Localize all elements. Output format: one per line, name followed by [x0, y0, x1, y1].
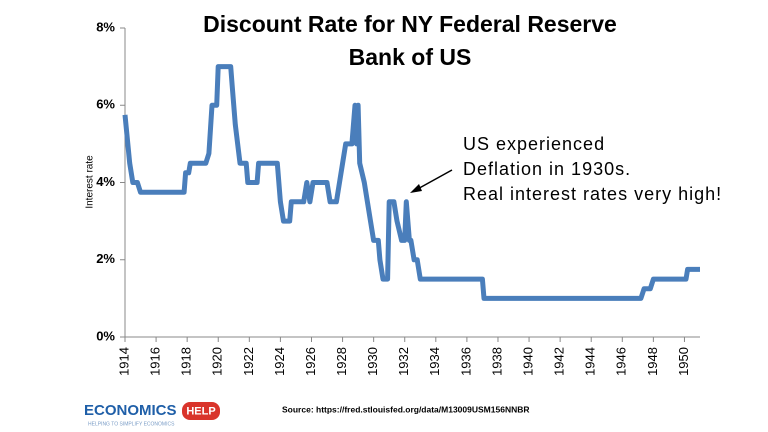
x-tick-label: 1948 [645, 347, 660, 376]
x-tick-label: 1920 [210, 347, 225, 376]
y-tick-label: 4% [96, 174, 115, 189]
x-tick-label: 1944 [583, 347, 598, 376]
x-tick-label: 1932 [396, 347, 411, 376]
x-tick-label: 1940 [520, 347, 535, 376]
y-tick-label: 6% [96, 97, 115, 112]
y-tick-label: 2% [96, 251, 115, 266]
x-tick-label: 1934 [427, 347, 442, 376]
y-axis-label: Interest rate [85, 155, 96, 209]
x-tick-label: 1950 [676, 347, 691, 376]
x-tick-label: 1936 [458, 347, 473, 376]
x-tick-label: 1942 [552, 347, 567, 376]
annotation: US experienced [463, 134, 605, 154]
arrow-head [410, 184, 422, 193]
x-tick-label: 1928 [334, 347, 349, 376]
y-tick-label: 0% [96, 328, 115, 343]
chart-title: Discount Rate for NY Federal Reserve [203, 11, 617, 37]
logo-badge-text: HELP [186, 405, 215, 417]
annotation: Real interest rates very high! [463, 184, 722, 204]
chart-title: Bank of US [349, 44, 472, 70]
x-tick-label: 1918 [179, 347, 194, 376]
logo-badge [182, 402, 220, 420]
data-line [122, 64, 700, 301]
x-tick-label: 1914 [116, 347, 131, 376]
logo-tagline: HELPING TO SIMPLIFY ECONOMICS [88, 421, 175, 427]
y-tick-label: 8% [96, 19, 115, 34]
annotation: Deflation in 1930s. [463, 159, 631, 179]
source: Source: https://fred.stlouisfed.org/data… [282, 404, 530, 414]
x-tick-label: 1946 [614, 347, 629, 376]
x-tick-label: 1924 [272, 347, 287, 376]
x-tick-label: 1922 [241, 347, 256, 376]
x-tick-label: 1930 [365, 347, 380, 376]
x-tick-label: 1916 [148, 347, 163, 376]
logo-text: ECONOMICS [84, 402, 177, 419]
x-tick-label: 1938 [489, 347, 504, 376]
x-tick-label: 1926 [303, 347, 318, 376]
